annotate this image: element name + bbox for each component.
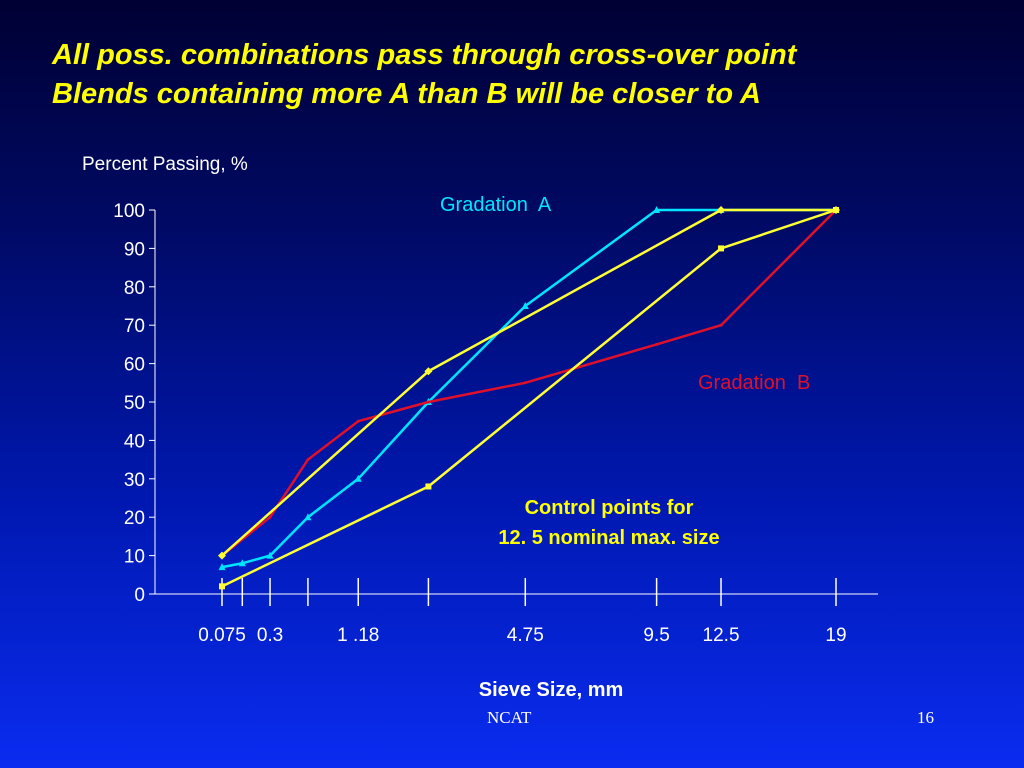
y-axis-label: Percent Passing, % xyxy=(82,154,248,175)
data-point-s1-4 xyxy=(426,400,430,404)
data-point-s3-3 xyxy=(833,207,839,213)
data-point-s0-6 xyxy=(521,302,529,309)
data-point-s2-0 xyxy=(218,551,226,560)
y-tick-label-70: 70 xyxy=(124,316,145,337)
data-point-s2-2 xyxy=(717,206,726,214)
series-line-3 xyxy=(221,208,837,588)
x-axis-label: Sieve Size, mm xyxy=(479,679,624,701)
x-tick-label-3: 4.75 xyxy=(507,625,544,646)
y-tick-label-20: 20 xyxy=(124,508,145,529)
x-tick-label-4: 9.5 xyxy=(643,625,669,646)
data-point-s1-6 xyxy=(655,342,659,346)
data-point-s3-1 xyxy=(425,483,432,490)
y-tick-label-90: 90 xyxy=(124,239,145,260)
series-line-0 xyxy=(221,208,836,569)
slide-title: All poss. combinations pass through cros… xyxy=(52,36,1012,114)
y-tick-label-40: 40 xyxy=(124,431,145,452)
data-point-s0-1 xyxy=(238,559,246,567)
series-line-2 xyxy=(221,208,836,557)
y-tick-label-60: 60 xyxy=(124,355,145,376)
y-tick-label-80: 80 xyxy=(124,278,145,299)
annotation-control-points-line-1: Control points for xyxy=(525,497,694,519)
data-point-s3-2 xyxy=(718,245,725,252)
data-point-s0-0 xyxy=(218,563,226,571)
data-point-s1-5 xyxy=(523,381,527,385)
title-line-2: Blends containing more A than B will be … xyxy=(52,78,761,110)
data-point-s0-2 xyxy=(266,551,274,559)
data-point-s0-3 xyxy=(304,513,312,521)
y-tick-label-0: 0 xyxy=(134,585,145,606)
data-point-s0-7 xyxy=(653,206,661,213)
series-label-gradation-a: Gradation A xyxy=(440,194,552,216)
data-point-s0-4 xyxy=(354,474,362,482)
x-tick-label-0: 0.075 xyxy=(198,625,246,646)
data-point-s1-3 xyxy=(356,419,360,423)
data-point-s3-0 xyxy=(219,583,225,590)
y-tick-label-100: 100 xyxy=(113,201,145,222)
data-point-s1-2 xyxy=(306,458,310,462)
y-tick-label-10: 10 xyxy=(124,547,145,568)
annotation-control-points-line-2: 12. 5 nominal max. size xyxy=(498,527,719,549)
series-label-gradation-b: Gradation B xyxy=(698,372,810,394)
y-ticks: 0 10 20 30 40 50 60 70 80 90 100 xyxy=(113,201,155,606)
data-point-s2-1 xyxy=(424,367,433,376)
series-group xyxy=(218,206,840,590)
y-tick-label-50: 50 xyxy=(124,393,145,414)
data-point-s1-1 xyxy=(268,515,272,519)
page-number: 16 xyxy=(917,708,934,727)
x-tick-label-5: 12.5 xyxy=(703,625,740,646)
y-tick-label-30: 30 xyxy=(124,470,145,491)
footer-ncat: NCAT xyxy=(487,708,532,727)
x-tick-label-2: 1 .18 xyxy=(337,625,379,646)
data-point-s1-7 xyxy=(719,323,723,327)
x-tick-label-1: 0.3 xyxy=(257,625,283,646)
x-tick-label-6: 19 xyxy=(825,625,846,646)
title-line-1: All poss. combinations pass through cros… xyxy=(52,39,797,71)
x-ticks: 0.075 0.3 1 .18 4.75 9.5 12.5 19 xyxy=(198,578,847,646)
